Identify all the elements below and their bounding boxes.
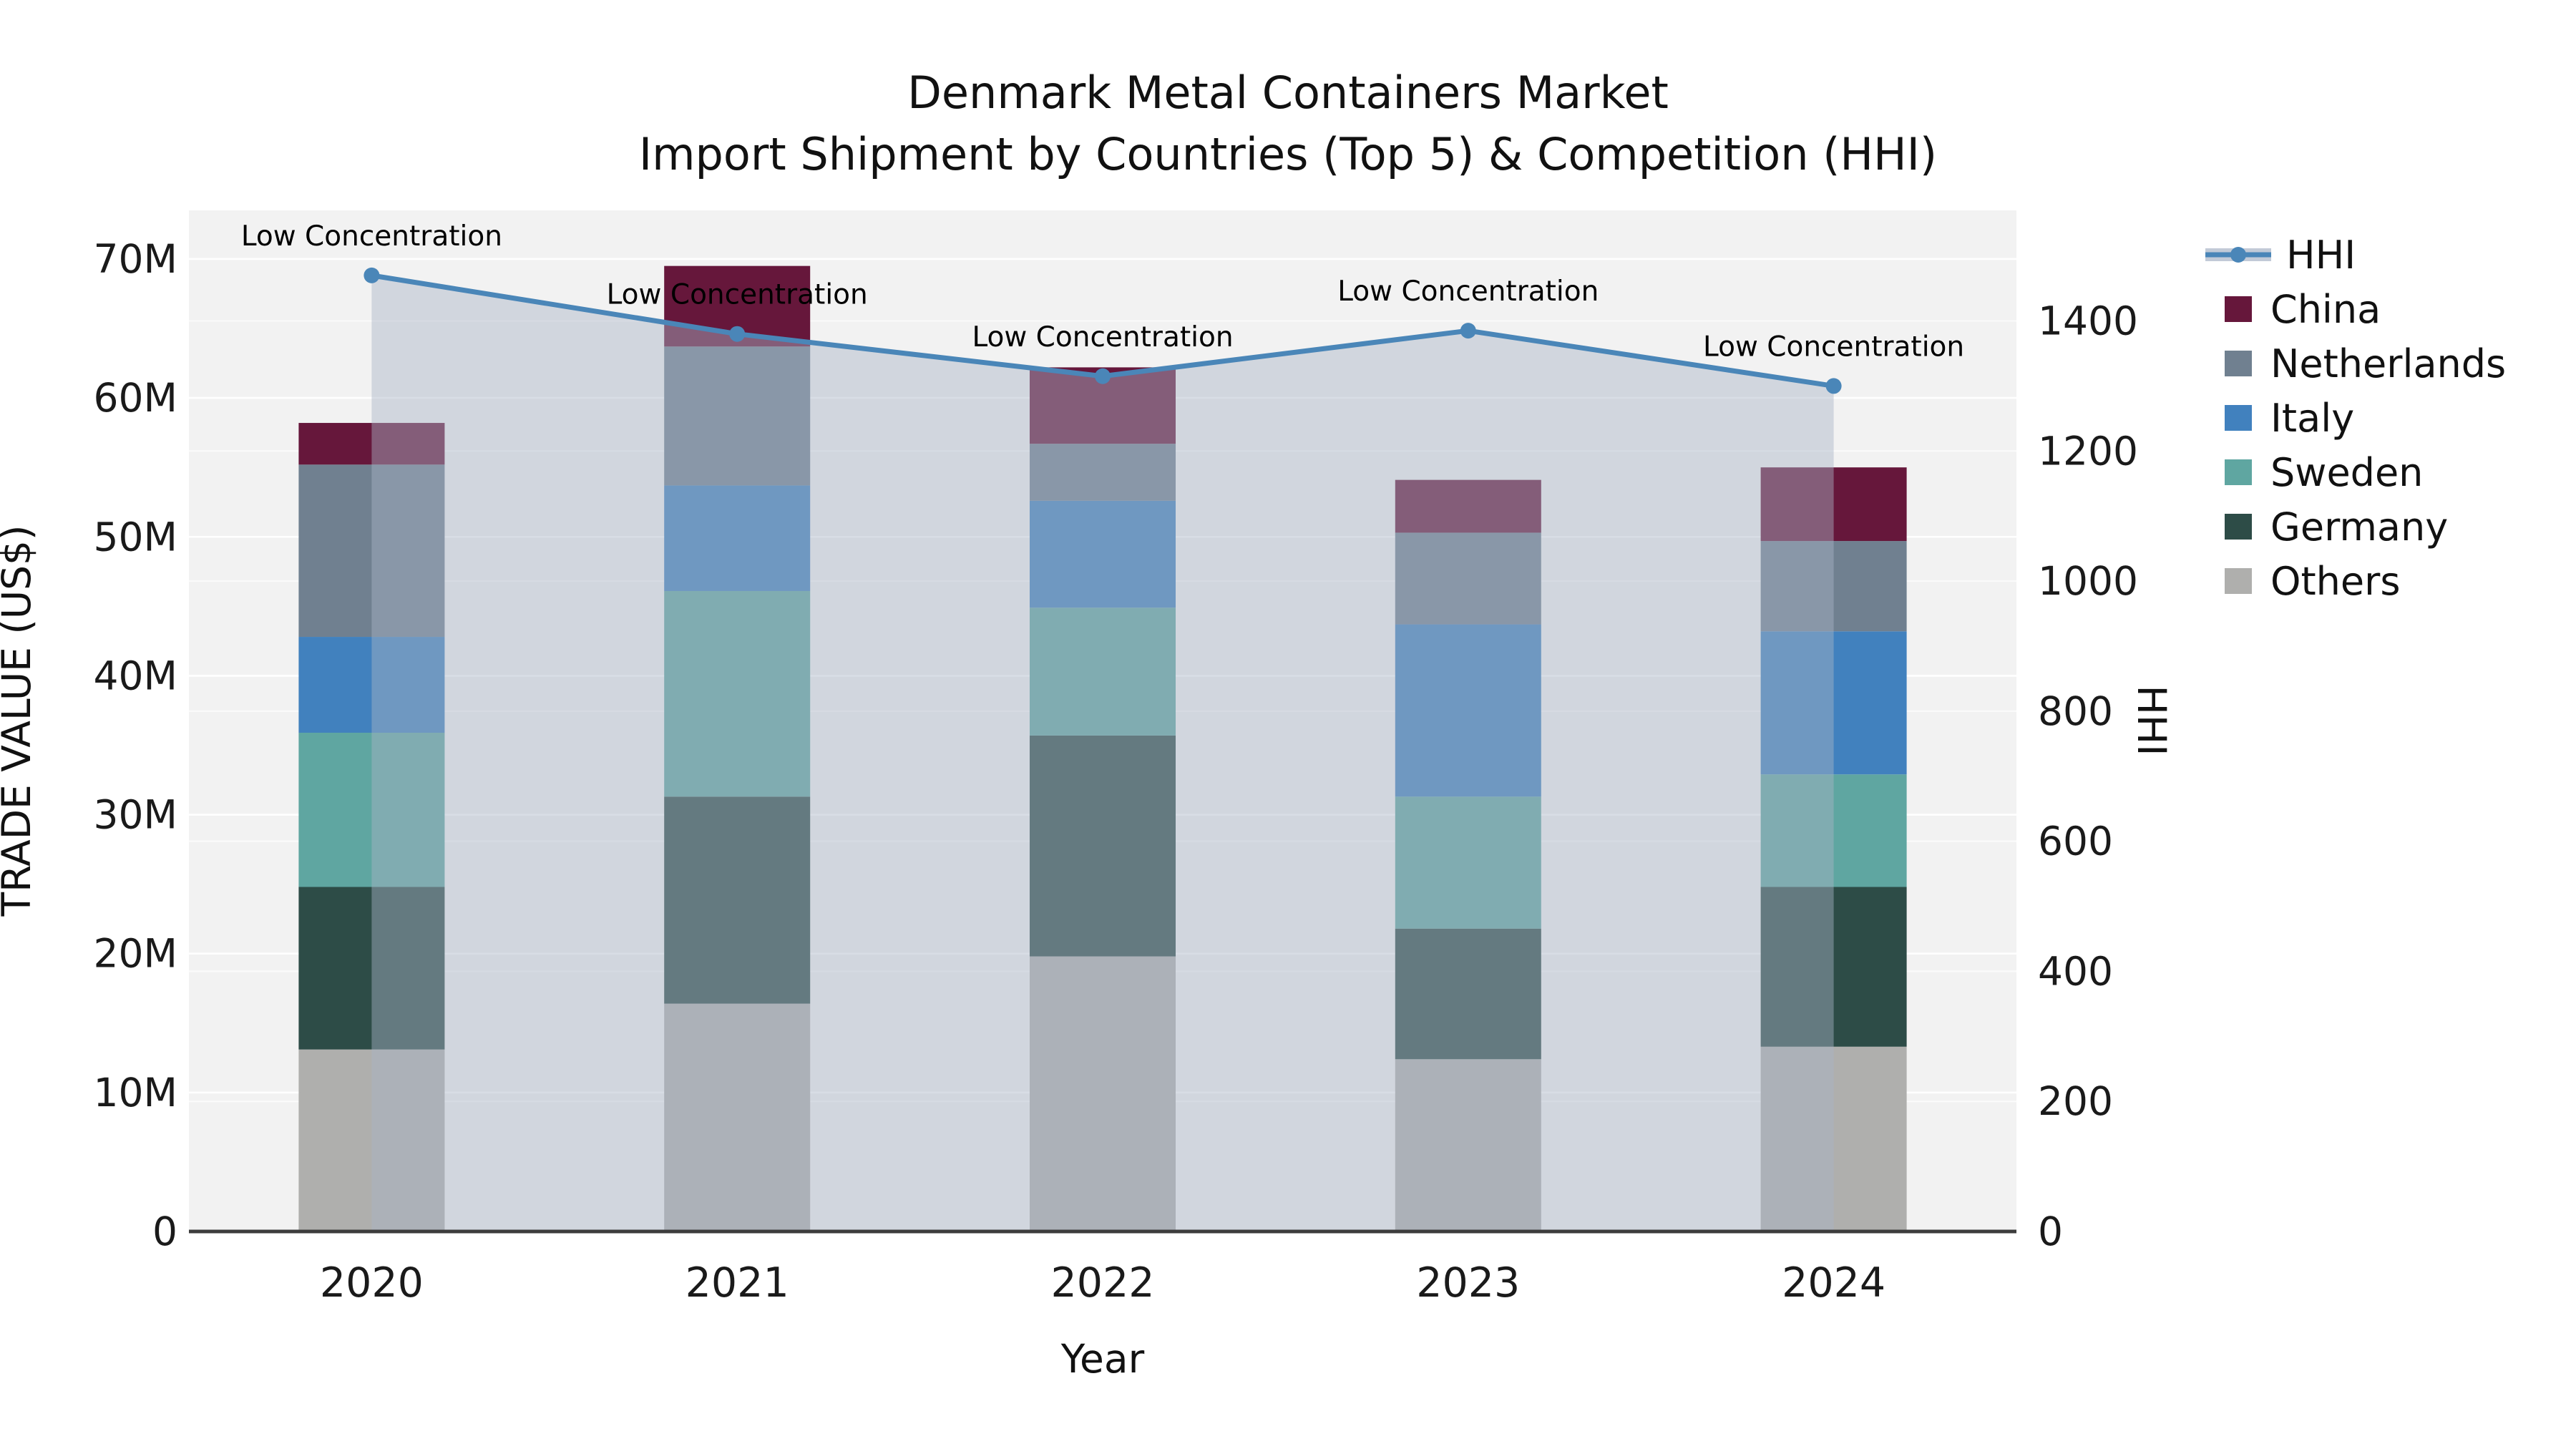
annotation-low-concentration-2022: Low Concentration — [972, 321, 1233, 353]
bar-segment-germany-2024 — [1760, 887, 1907, 1047]
bar-segment-sweden-2020 — [298, 733, 445, 887]
hhi-marker-2023 — [1460, 323, 1476, 339]
legend-label-hhi: HHI — [2286, 232, 2356, 278]
y-left-tick-20M: 20M — [94, 931, 177, 977]
bar-segment-others-2020 — [298, 1049, 445, 1231]
legend-swatch-sweden — [2225, 459, 2252, 485]
bar-segment-sweden-2021 — [664, 590, 811, 797]
annotation-low-concentration-2021: Low Concentration — [607, 279, 868, 311]
legend-swatch-germany — [2225, 514, 2252, 540]
legend-item: Sweden — [2205, 445, 2506, 499]
y-right-tick-600: 600 — [2038, 819, 2113, 864]
legend-item: Netherlands — [2205, 336, 2506, 391]
legend-swatch-others — [2225, 568, 2252, 594]
legend-swatch-china — [2225, 296, 2252, 322]
x-axis-title: Year — [1060, 1336, 1145, 1382]
y-right-tick-200: 200 — [2038, 1078, 2113, 1124]
y-left-tick-0: 0 — [152, 1209, 177, 1254]
y-left-tick-50M: 50M — [94, 514, 177, 560]
legend-item: Italy — [2205, 391, 2506, 445]
hhi-marker-2022 — [1095, 368, 1111, 384]
y-right-tick-0: 0 — [2038, 1209, 2063, 1254]
bar-segment-germany-2022 — [1030, 735, 1176, 957]
y-left-tick-30M: 30M — [94, 792, 177, 838]
legend-label-others: Others — [2270, 558, 2401, 604]
bar-segment-germany-2021 — [664, 796, 811, 1004]
legend-item: Others — [2205, 554, 2506, 608]
chart-title-line1: Denmark Metal Containers Market — [907, 67, 1669, 119]
y-left-tick-70M: 70M — [94, 236, 177, 282]
bar-segment-others-2021 — [664, 1003, 811, 1231]
x-tick-2020: 2020 — [320, 1259, 424, 1307]
x-tick-2024: 2024 — [1782, 1259, 1885, 1307]
y-right-tick-400: 400 — [2038, 948, 2113, 994]
bar-segment-germany-2023 — [1395, 928, 1541, 1060]
x-tick-2021: 2021 — [686, 1259, 789, 1307]
bar-segment-netherlands-2022 — [1030, 444, 1176, 501]
bar-segment-italy-2020 — [298, 637, 445, 733]
bar-segment-china-2024 — [1760, 467, 1907, 542]
bar-segment-sweden-2022 — [1030, 608, 1176, 736]
legend-label-netherlands: Netherlands — [2270, 341, 2507, 386]
bar-segment-others-2022 — [1030, 956, 1176, 1231]
bar-segment-italy-2022 — [1030, 500, 1176, 608]
y-left-tick-60M: 60M — [94, 375, 177, 421]
y-left-tick-10M: 10M — [94, 1070, 177, 1116]
legend-label-china: China — [2270, 286, 2381, 332]
annotation-low-concentration-2024: Low Concentration — [1703, 331, 1964, 363]
bar-segment-netherlands-2023 — [1395, 532, 1541, 625]
legend: HHI China Netherlands Italy Sweden Germany Oth… — [2205, 228, 2506, 608]
legend-item: Germany — [2205, 499, 2506, 554]
hhi-fill-area — [371, 275, 1834, 1231]
bar-segment-italy-2024 — [1760, 631, 1907, 775]
hhi-marker-2024 — [1825, 378, 1842, 394]
legend-swatch-netherlands — [2225, 351, 2252, 376]
bar-segment-netherlands-2024 — [1760, 541, 1907, 632]
y-right-tick-1200: 1200 — [2038, 428, 2138, 474]
legend-label-italy: Italy — [2270, 395, 2355, 441]
bar-segment-china-2020 — [298, 423, 445, 465]
hhi-marker-2021 — [729, 326, 746, 342]
y-right-tick-1000: 1000 — [2038, 558, 2138, 604]
bar-segment-sweden-2024 — [1760, 774, 1907, 887]
y-axis-title-left: TRADE VALUE (US$) — [0, 525, 39, 917]
y-left-tick-40M: 40M — [94, 653, 177, 698]
annotation-low-concentration-2023: Low Concentration — [1337, 275, 1599, 308]
y-right-tick-800: 800 — [2038, 688, 2113, 734]
bar-segment-italy-2023 — [1395, 624, 1541, 797]
chart-title-line2: Import Shipment by Countries (Top 5) & C… — [639, 128, 1937, 180]
legend-swatch-italy — [2225, 405, 2252, 431]
bar-segment-netherlands-2020 — [298, 464, 445, 638]
legend-label-germany: Germany — [2270, 504, 2449, 550]
annotation-low-concentration-2020: Low Concentration — [241, 220, 502, 253]
x-tick-2023: 2023 — [1416, 1259, 1520, 1307]
legend-item: China — [2205, 282, 2506, 336]
bar-segment-sweden-2023 — [1395, 796, 1541, 929]
x-tick-2022: 2022 — [1050, 1259, 1154, 1307]
bar-segment-netherlands-2021 — [664, 346, 811, 486]
y-right-tick-1400: 1400 — [2038, 298, 2138, 344]
bar-segment-italy-2021 — [664, 485, 811, 591]
bar-segment-others-2023 — [1395, 1059, 1541, 1231]
bar-segment-germany-2020 — [298, 887, 445, 1050]
legend-label-sweden: Sweden — [2270, 449, 2424, 495]
hhi-marker-2020 — [364, 267, 380, 283]
bar-segment-others-2024 — [1760, 1046, 1907, 1231]
bar-segment-china-2023 — [1395, 479, 1541, 533]
plot-layer: Low Concentration Low Concentration Low Co… — [94, 210, 2138, 1307]
hhi-legend-sample — [2205, 247, 2271, 263]
legend-item: HHI — [2205, 228, 2506, 282]
y-axis-title-right: HHI — [2129, 686, 2175, 756]
